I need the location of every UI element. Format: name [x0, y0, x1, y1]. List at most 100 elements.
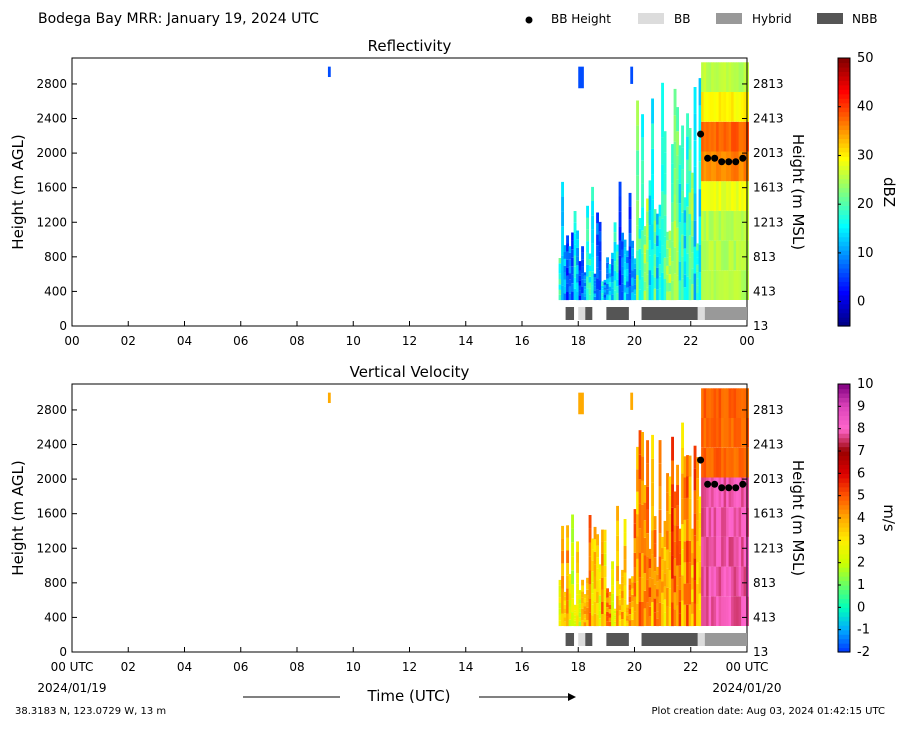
echo-cell [593, 290, 597, 294]
echo-cell [646, 556, 649, 580]
echo-cell [658, 204, 662, 217]
echo-cell [581, 585, 584, 592]
echo-cell [671, 202, 674, 223]
colorbar-swatch [838, 576, 850, 582]
echo-cell [598, 618, 602, 626]
echo-cell [658, 533, 662, 557]
x-tick-label: 00 [739, 334, 754, 348]
echo-cell [733, 596, 737, 626]
echo-cell [573, 604, 577, 608]
echo-cell [598, 587, 602, 596]
echo-cell [666, 274, 669, 283]
echo-cell [593, 277, 597, 281]
colorbar-tick-label: 0 [857, 600, 865, 615]
echo-cell [686, 583, 689, 605]
echo-cell [646, 440, 649, 464]
echo-cell [631, 285, 634, 293]
echo-cell [613, 270, 617, 281]
echo-cell [581, 591, 584, 598]
echo-cell [563, 591, 567, 597]
echo-cell [666, 248, 669, 258]
echo-cell [596, 212, 599, 224]
echo-cell [718, 507, 722, 537]
echo-cell [611, 593, 614, 602]
echo-cell [698, 272, 702, 300]
echo-cell [593, 539, 597, 552]
echo-cell [643, 263, 647, 273]
echo-cell [671, 578, 674, 603]
colorbar-swatch [838, 482, 850, 488]
echo-cell [746, 121, 749, 152]
echo-cell [648, 568, 652, 578]
echo-cell [713, 447, 717, 478]
colorbar-swatch [838, 111, 850, 117]
echo-cell [651, 530, 654, 555]
colorbar: 0 10 20 30 40 50 dBZ [837, 51, 898, 327]
echo-cell [608, 604, 612, 609]
echo-cell [648, 210, 652, 226]
echo-cell [611, 601, 614, 610]
echo-cell [698, 189, 702, 217]
colorbar-swatch [838, 241, 850, 247]
echo-cell [673, 115, 677, 142]
echo-cell [656, 246, 659, 257]
echo-cell [648, 577, 652, 588]
echo-cell [701, 536, 704, 567]
echo-cell [628, 206, 632, 220]
echo-cell [576, 604, 579, 616]
echo-cell [676, 525, 679, 546]
echo-cell [616, 286, 619, 294]
echo-cell [648, 606, 652, 617]
echo-cell [623, 277, 627, 285]
echo-cell [723, 270, 727, 300]
echo-cell [651, 224, 654, 250]
echo-cell [703, 210, 707, 241]
echo-cell [746, 477, 749, 508]
echo-cell [703, 181, 707, 211]
echo-cell [626, 610, 629, 613]
colorbar-swatch [838, 294, 850, 300]
echo-cell [611, 252, 614, 259]
echo-cell [618, 605, 622, 611]
bb-type-segment [565, 307, 575, 320]
echo-cell [678, 601, 682, 614]
echo-cell [653, 266, 657, 278]
echo-cell [633, 258, 637, 264]
echo-cell [563, 617, 567, 622]
y-axis-label: Height (m AGL) [9, 134, 27, 249]
colorbar-swatch [838, 160, 850, 166]
echo-cell [676, 605, 679, 627]
y-axis-label: Height (m AGL) [9, 460, 27, 575]
echo-cell [636, 250, 639, 276]
echo-cell [596, 568, 599, 581]
colorbar-swatch [838, 133, 850, 139]
echo-cell [636, 536, 639, 559]
echo-cell [686, 160, 689, 184]
echo-cell [686, 562, 689, 584]
echo-cell [611, 258, 614, 265]
legend-hybrid-patch [716, 13, 742, 24]
colorbar-swatch [838, 567, 850, 573]
echo-cell [676, 545, 679, 566]
echo-cell [643, 502, 647, 521]
echo-cell [678, 528, 682, 541]
echo-cell [638, 218, 642, 229]
y-tick-right-label: 13 [753, 645, 768, 659]
echo-cell [578, 270, 582, 276]
echo-cell [581, 597, 584, 603]
x-tick-label: 02 [121, 660, 136, 674]
echo-cell [653, 220, 657, 232]
echo-cell [566, 267, 569, 276]
echo-cell [598, 251, 602, 261]
echo-cell [743, 62, 747, 92]
echo-cell [736, 181, 739, 211]
echo-cell [673, 558, 677, 576]
echo-cell [658, 486, 662, 510]
echo-cell [613, 232, 617, 242]
echo-cell [706, 92, 709, 122]
echo-cell [698, 161, 702, 189]
colorbar-swatch [838, 571, 850, 577]
echo-cell [691, 236, 694, 253]
echo-cell [676, 155, 679, 180]
echo-cell [581, 614, 584, 621]
